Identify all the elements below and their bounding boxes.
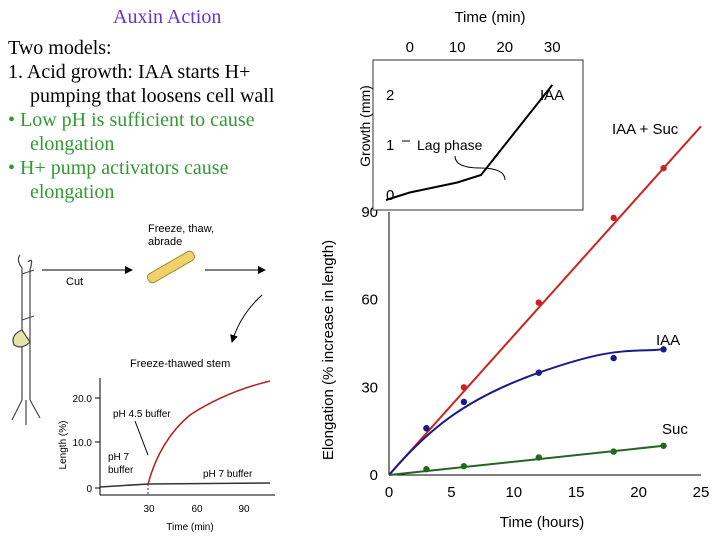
inset-ylabel: Growth (mm)	[357, 85, 373, 167]
exp-ph45-label: pH 4.5 buffer	[113, 409, 171, 420]
legend-iaa-suc: IAA + Suc	[612, 121, 679, 138]
inset-xtick: 0	[406, 39, 414, 56]
exp-ytick-0: 0	[86, 484, 92, 495]
main-xlabel: Time (hours)	[500, 514, 584, 531]
series-line-0	[388, 125, 702, 476]
model1-line1: 1. Acid growth: IAA starts H+	[8, 61, 251, 83]
slide-title: Auxin Action	[113, 6, 222, 28]
exp-ytick-20: 20.0	[73, 394, 93, 405]
main-ytick: 30	[361, 379, 378, 396]
data-point	[460, 463, 468, 470]
inset-xtick: 10	[449, 39, 466, 56]
main-ytick: 0	[370, 467, 378, 484]
inset-iaa-line	[385, 84, 554, 201]
main-ylabel: Elongation (% increase in length)	[320, 240, 337, 460]
lag-phase-label: Lag phase	[417, 137, 483, 153]
lag-phase-brace	[402, 140, 506, 181]
data-point	[660, 164, 667, 172]
main-ytick: 60	[361, 292, 378, 309]
main-xtick: 0	[385, 484, 393, 501]
data-point	[610, 448, 617, 455]
stem-segment	[146, 250, 196, 284]
cut-label: Cut	[66, 276, 83, 288]
exp-ph7-label-a: pH 7	[108, 452, 130, 463]
series-line-2	[388, 444, 664, 476]
model1-line2: pumping that loosens cell wall	[30, 85, 275, 107]
exp-ph45-curve	[147, 380, 271, 485]
main-xtick: 20	[630, 484, 647, 501]
data-point	[460, 398, 468, 406]
data-point	[535, 454, 542, 461]
main-xtick: 10	[505, 484, 522, 501]
inset-xtick: 20	[496, 39, 513, 56]
data-point	[535, 369, 542, 376]
data-point	[423, 425, 430, 432]
inset-ytick: 1	[386, 137, 394, 154]
step1-label: Freeze, thaw,	[148, 223, 214, 235]
main-xtick: 5	[447, 484, 455, 501]
exp-xtick-60: 60	[191, 504, 203, 515]
curve-arrow	[230, 294, 263, 343]
inset-series-label: IAA	[540, 87, 564, 104]
exp-xtick-30: 30	[143, 504, 155, 515]
exp-ytick-10: 10.0	[73, 438, 93, 449]
step2-label: abrade	[148, 236, 182, 248]
data-point	[660, 442, 667, 449]
bullet1-line2: elongation	[30, 133, 115, 155]
exp-xtick-90: 90	[238, 504, 250, 515]
data-point	[610, 214, 617, 222]
exp-ph7-label-c: pH 7 buffer	[203, 469, 253, 480]
exp-xlabel: Time (min)	[166, 522, 213, 533]
data-point	[423, 465, 430, 473]
inset-frame	[372, 59, 584, 211]
bullet2-line1: • H+ pump activators cause	[8, 157, 229, 179]
main-xtick: 25	[693, 484, 710, 501]
bullet1-line1: • Low pH is sufficient to cause	[8, 109, 255, 131]
inset-ytick: 2	[386, 87, 394, 104]
legend-iaa: IAA	[656, 332, 680, 349]
data-point	[610, 354, 617, 362]
data-point	[535, 299, 542, 306]
data-point	[660, 346, 667, 353]
exp-ph7-label-b: buffer	[108, 465, 134, 476]
inset-xlabel: Time (min)	[454, 9, 525, 26]
intro-text: Two models:	[8, 37, 112, 59]
slide-text: Two models: 1. Acid growth: IAA starts H…	[8, 36, 343, 204]
stem-label: Freeze-thawed stem	[130, 358, 230, 370]
exp-ylabel: Length (%)	[58, 421, 69, 470]
data-point	[460, 384, 468, 391]
seedling-drawing	[11, 254, 41, 425]
inset-ytick: 0	[386, 187, 394, 204]
bullet2-line2: elongation	[30, 181, 115, 203]
inset-xtick: 30	[544, 39, 561, 56]
legend-suc: Suc	[662, 421, 688, 438]
main-xtick: 15	[568, 484, 585, 501]
